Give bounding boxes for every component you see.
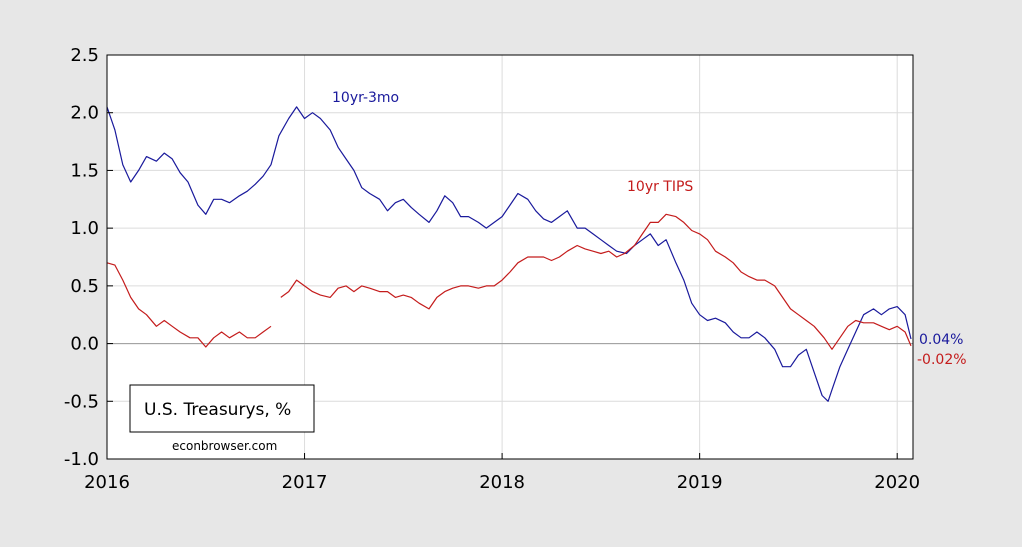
end-label-10yr-tips: -0.02% [917, 352, 967, 368]
y-tick-label: 1.5 [70, 160, 99, 181]
x-tick-label: 2019 [677, 472, 723, 493]
y-tick-label: 0.0 [70, 334, 99, 355]
x-tick-label: 2017 [282, 472, 328, 493]
y-tick-label: 0.5 [70, 276, 99, 297]
y-tick-label: 2.5 [70, 45, 99, 66]
series-label-10yr-3mo: 10yr-3mo [332, 90, 399, 106]
series-line-0 [106, 106, 912, 402]
x-tick-label: 2018 [479, 472, 525, 493]
x-axis-ticks: 2016 2017 2018 2019 2020 [84, 453, 920, 493]
y-axis-ticks: 2.5 2.0 1.5 1.0 0.5 0.0 -0.5 -1.0 [64, 45, 113, 470]
series-line-1 [106, 213, 912, 350]
series-lines [106, 106, 912, 402]
credit-text: econbrowser.com [172, 439, 277, 453]
legend-box: U.S. Treasurys, % [129, 384, 315, 433]
y-tick-label: -1.0 [64, 449, 99, 470]
series-label-10yr-tips: 10yr TIPS [627, 179, 693, 195]
x-tick-label: 2020 [874, 472, 920, 493]
legend-title: U.S. Treasurys, % [144, 400, 291, 420]
plot-border [106, 54, 914, 460]
end-label-10yr-3mo: 0.04% [919, 332, 963, 348]
y-tick-label: 1.0 [70, 218, 99, 239]
x-tick-label: 2016 [84, 472, 130, 493]
y-tick-label: 2.0 [70, 103, 99, 124]
y-tick-label: -0.5 [64, 391, 99, 412]
